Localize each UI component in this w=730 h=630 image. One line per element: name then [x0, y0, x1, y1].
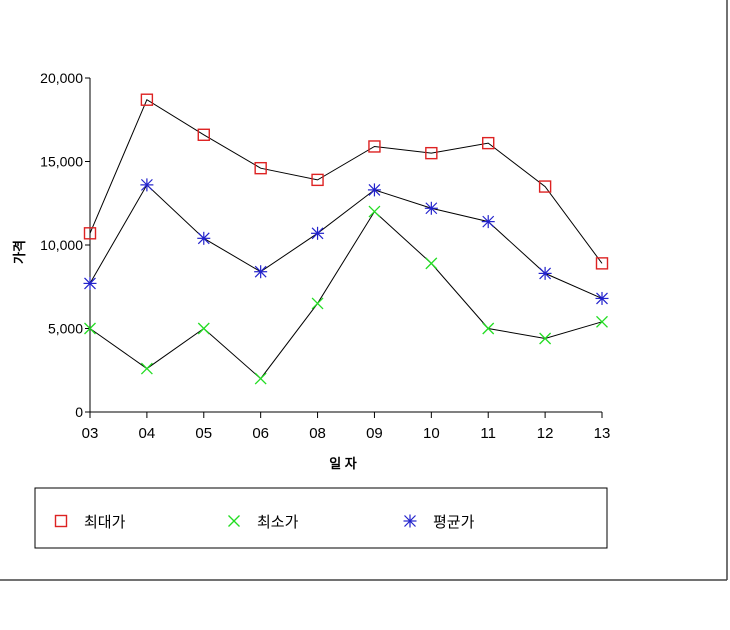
series-2-point	[425, 257, 438, 270]
series-line-3	[89, 184, 603, 299]
legend-label-3: 평균가	[433, 514, 475, 531]
y-tick-label: 5,000	[48, 321, 83, 337]
x-tick-label: 04	[139, 425, 156, 442]
series-3-point	[254, 265, 268, 279]
series-2-point	[254, 372, 267, 385]
series-2-point	[539, 332, 552, 345]
x-tick-label: 12	[537, 425, 554, 442]
plot-area	[83, 93, 609, 385]
series-1-point	[254, 161, 267, 175]
series-3-point	[481, 215, 495, 229]
series-1-point	[482, 136, 495, 150]
series-1-point	[83, 227, 97, 240]
series-3-point	[197, 231, 211, 245]
series-1-point	[538, 180, 552, 193]
series-1-point	[595, 257, 609, 270]
y-axis-ticks: 0 5,000 10,000 15,000 20,000	[40, 70, 90, 420]
series-3-point	[140, 178, 154, 192]
series-3-point	[538, 266, 552, 280]
x-tick-label: 05	[195, 425, 212, 442]
legend-marker-2	[228, 515, 240, 527]
y-tick-label: 10,000	[40, 237, 83, 253]
y-axis-label: 가격	[12, 240, 27, 264]
series-2-point	[84, 322, 96, 335]
x-axis-label: 일 자	[329, 456, 357, 471]
x-tick-label: 11	[480, 425, 496, 442]
x-tick-label: 09	[366, 425, 383, 442]
series-3-point	[595, 291, 609, 305]
series-2-point	[311, 297, 324, 310]
series-1-point	[311, 173, 324, 187]
legend-box	[34, 487, 608, 549]
series-2-point	[482, 322, 495, 335]
series-1-point	[140, 93, 154, 106]
x-tick-label: 10	[423, 425, 440, 442]
series-2-point	[368, 205, 381, 218]
series-2-point	[197, 322, 210, 335]
x-tick-label: 06	[252, 425, 269, 442]
y-tick-label: 15,000	[40, 154, 83, 170]
y-tick-label: 0	[75, 404, 83, 420]
series-3-point	[367, 183, 381, 197]
legend-marker-1	[54, 514, 68, 528]
series-2-point	[596, 315, 608, 328]
x-tick-label: 08	[309, 425, 326, 442]
series-1-point	[425, 146, 438, 160]
series-3-point	[424, 201, 438, 215]
x-tick-label: 03	[82, 425, 99, 442]
series-2-point	[140, 362, 153, 375]
legend-label-2: 최소가	[257, 514, 299, 531]
legend-label-1: 최대가	[84, 514, 126, 531]
series-line-1	[89, 98, 603, 264]
legend: 최대가 최소가 평균가	[54, 514, 475, 531]
x-tick-label: 13	[594, 425, 611, 442]
series-3-point	[311, 226, 325, 240]
series-3-point	[83, 276, 97, 290]
series-line-2	[89, 210, 603, 380]
series-1-point	[368, 140, 381, 153]
legend-marker-3	[403, 514, 417, 528]
y-tick-label: 20,000	[40, 70, 83, 86]
x-axis-ticks: 03 04 05 06 08 09 10 11 12 13	[82, 412, 611, 442]
series-1-point	[197, 128, 210, 141]
